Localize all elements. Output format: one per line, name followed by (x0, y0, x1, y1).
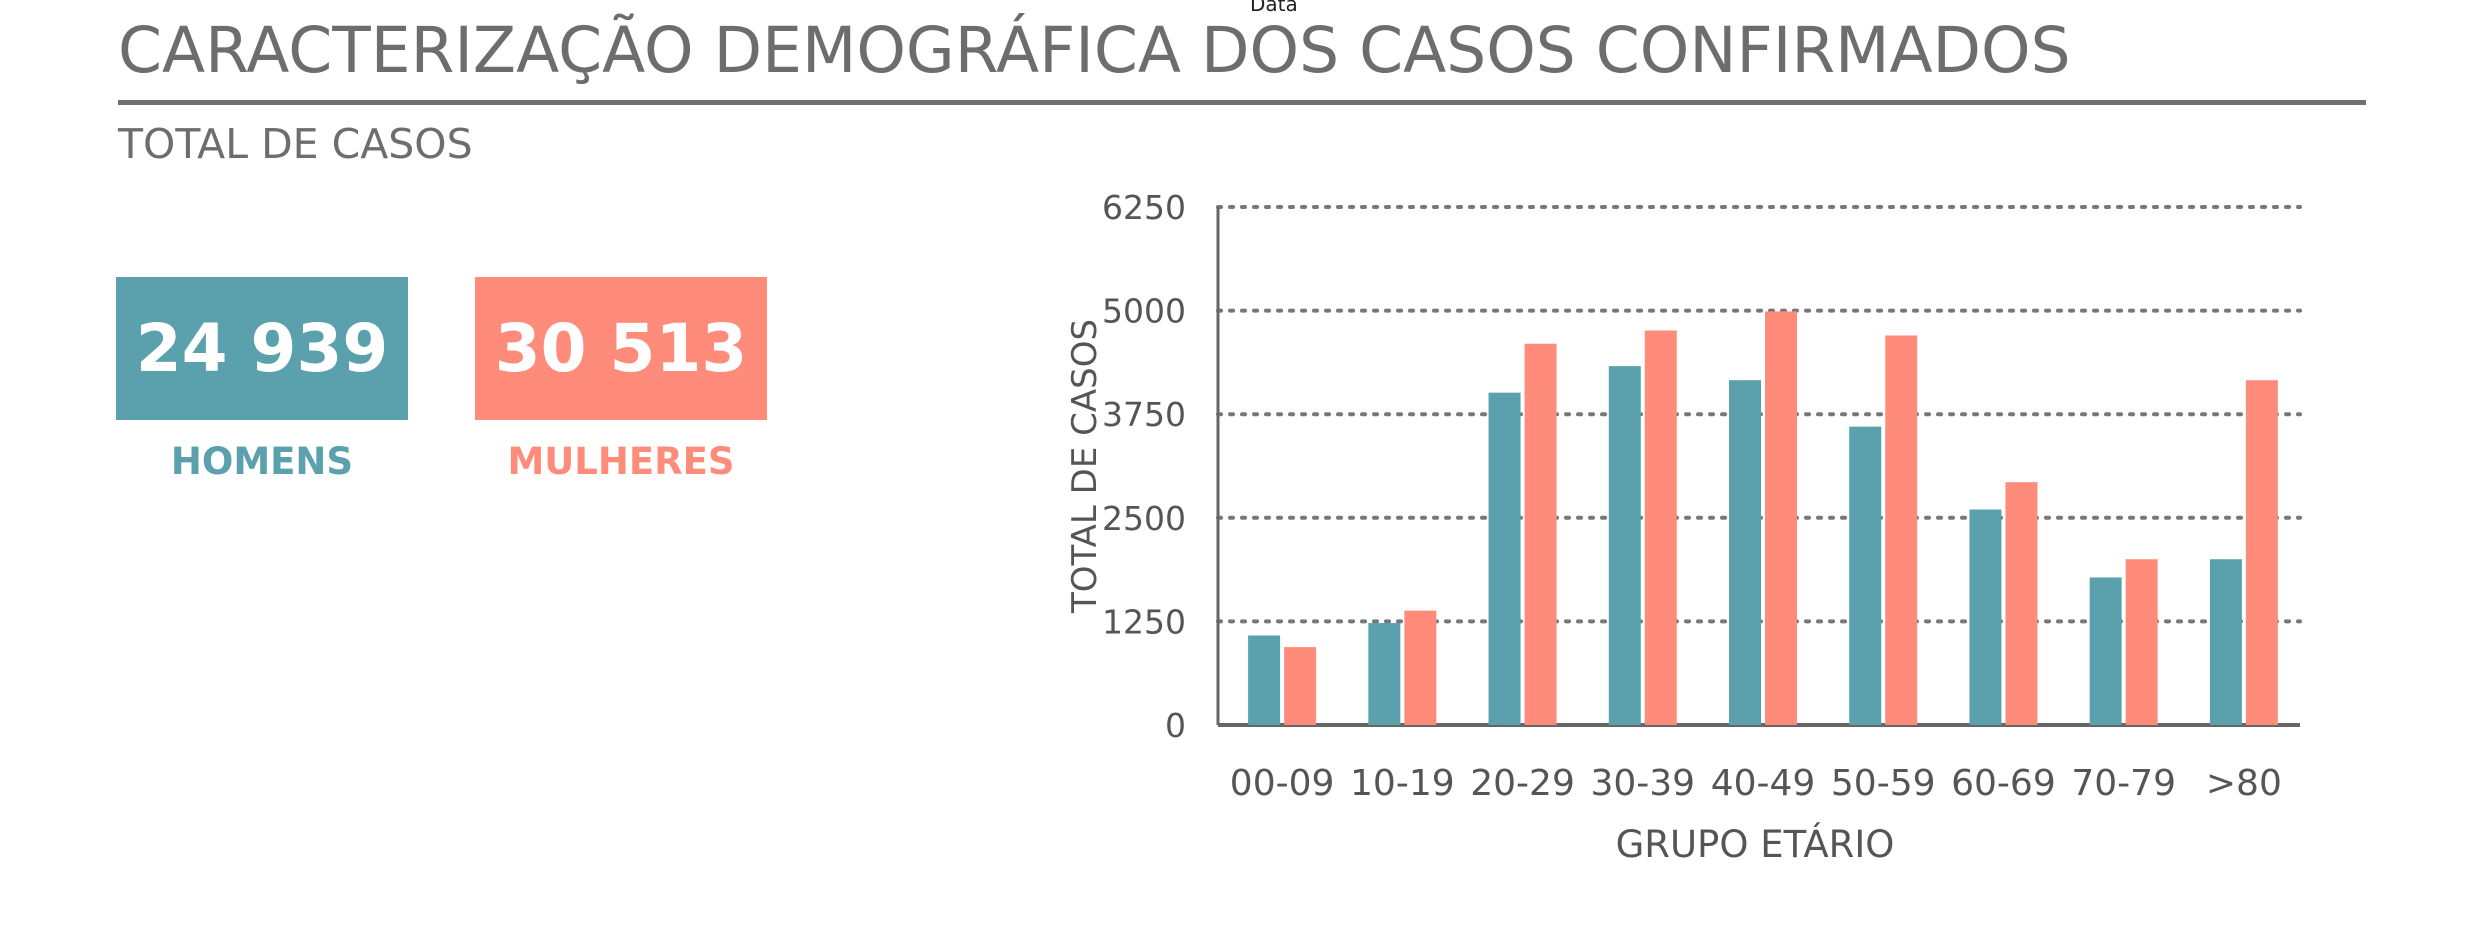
x-tick-label: 40-49 (1711, 763, 1816, 804)
page-title: CARACTERIZAÇÃO DEMOGRÁFICA DOS CASOS CON… (118, 14, 2071, 87)
x-tick-label: 00-09 (1230, 763, 1335, 804)
bar-women (2245, 380, 2278, 725)
bar-men (2209, 559, 2242, 725)
kpi-women-label: MULHERES (507, 440, 735, 483)
x-tick-label: 20-29 (1470, 763, 1575, 804)
y-tick-label: 6250 (1102, 188, 1186, 227)
section-subtitle: TOTAL DE CASOS (118, 120, 473, 168)
bar-men (1849, 426, 1882, 725)
title-divider (118, 100, 2366, 105)
bar-women (1885, 335, 1918, 725)
bar-women (1644, 330, 1677, 725)
x-tick-label: 30-39 (1590, 763, 1695, 804)
x-axis-title: GRUPO ETÁRIO (1616, 822, 1895, 866)
bar-men (1248, 635, 1281, 725)
y-axis-title: TOTAL DE CASOS (1065, 319, 1105, 614)
y-tick-label: 1250 (1102, 602, 1186, 641)
bar-men (1488, 392, 1521, 725)
bar-men (2089, 577, 2122, 725)
x-tick-label: 50-59 (1831, 763, 1936, 804)
top-label: Data (1250, 0, 1298, 16)
x-tick-label: 60-69 (1951, 763, 2056, 804)
x-tick-label: 10-19 (1350, 763, 1455, 804)
bar-women (1765, 311, 1797, 725)
kpi-women-box: 30 513 (475, 277, 767, 420)
kpi-men-label: HOMENS (170, 440, 354, 483)
bar-women (2125, 559, 2158, 725)
x-tick-label: >80 (2206, 763, 2282, 804)
x-tick-label: 70-79 (2071, 763, 2176, 804)
bar-women (1404, 610, 1437, 725)
bar-women (1284, 647, 1317, 725)
y-tick-label: 5000 (1102, 292, 1186, 331)
bar-women (2005, 482, 2038, 725)
bar-men (1969, 509, 2002, 725)
bar-women (1524, 343, 1557, 725)
bar-men (1368, 623, 1401, 725)
y-tick-label: 2500 (1102, 499, 1186, 538)
bar-men (1608, 366, 1641, 725)
bar-men (1729, 380, 1761, 725)
y-tick-label: 3750 (1102, 395, 1186, 434)
kpi-men-box: 24 939 (116, 277, 408, 420)
y-tick-label: 0 (1165, 706, 1186, 745)
